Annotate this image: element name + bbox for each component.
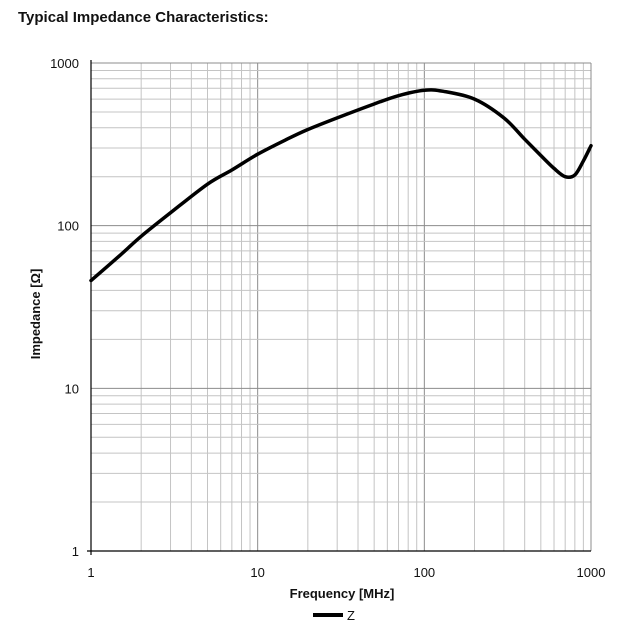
y-tick-label: 100: [57, 219, 79, 234]
tick-labels: 1 10 100 1000 1000 100 10 1: [50, 56, 605, 580]
chart-title: Typical Impedance Characteristics:: [18, 9, 269, 26]
y-axis-label: Impedance [Ω]: [28, 269, 43, 360]
x-tick-label: 100: [413, 565, 435, 580]
x-tick-label: 10: [250, 565, 264, 580]
legend-label-z: Z: [347, 608, 355, 623]
y-tick-label: 1: [72, 544, 79, 559]
legend: Z: [313, 608, 355, 623]
grid: [87, 60, 592, 555]
x-tick-label: 1: [87, 565, 94, 580]
y-tick-label: 10: [65, 381, 79, 396]
series-line-z: [89, 88, 593, 283]
x-axis-label: Frequency [MHz]: [290, 586, 395, 601]
y-tick-label: 1000: [50, 56, 79, 71]
series-group: [89, 88, 593, 283]
x-tick-label: 1000: [577, 565, 606, 580]
